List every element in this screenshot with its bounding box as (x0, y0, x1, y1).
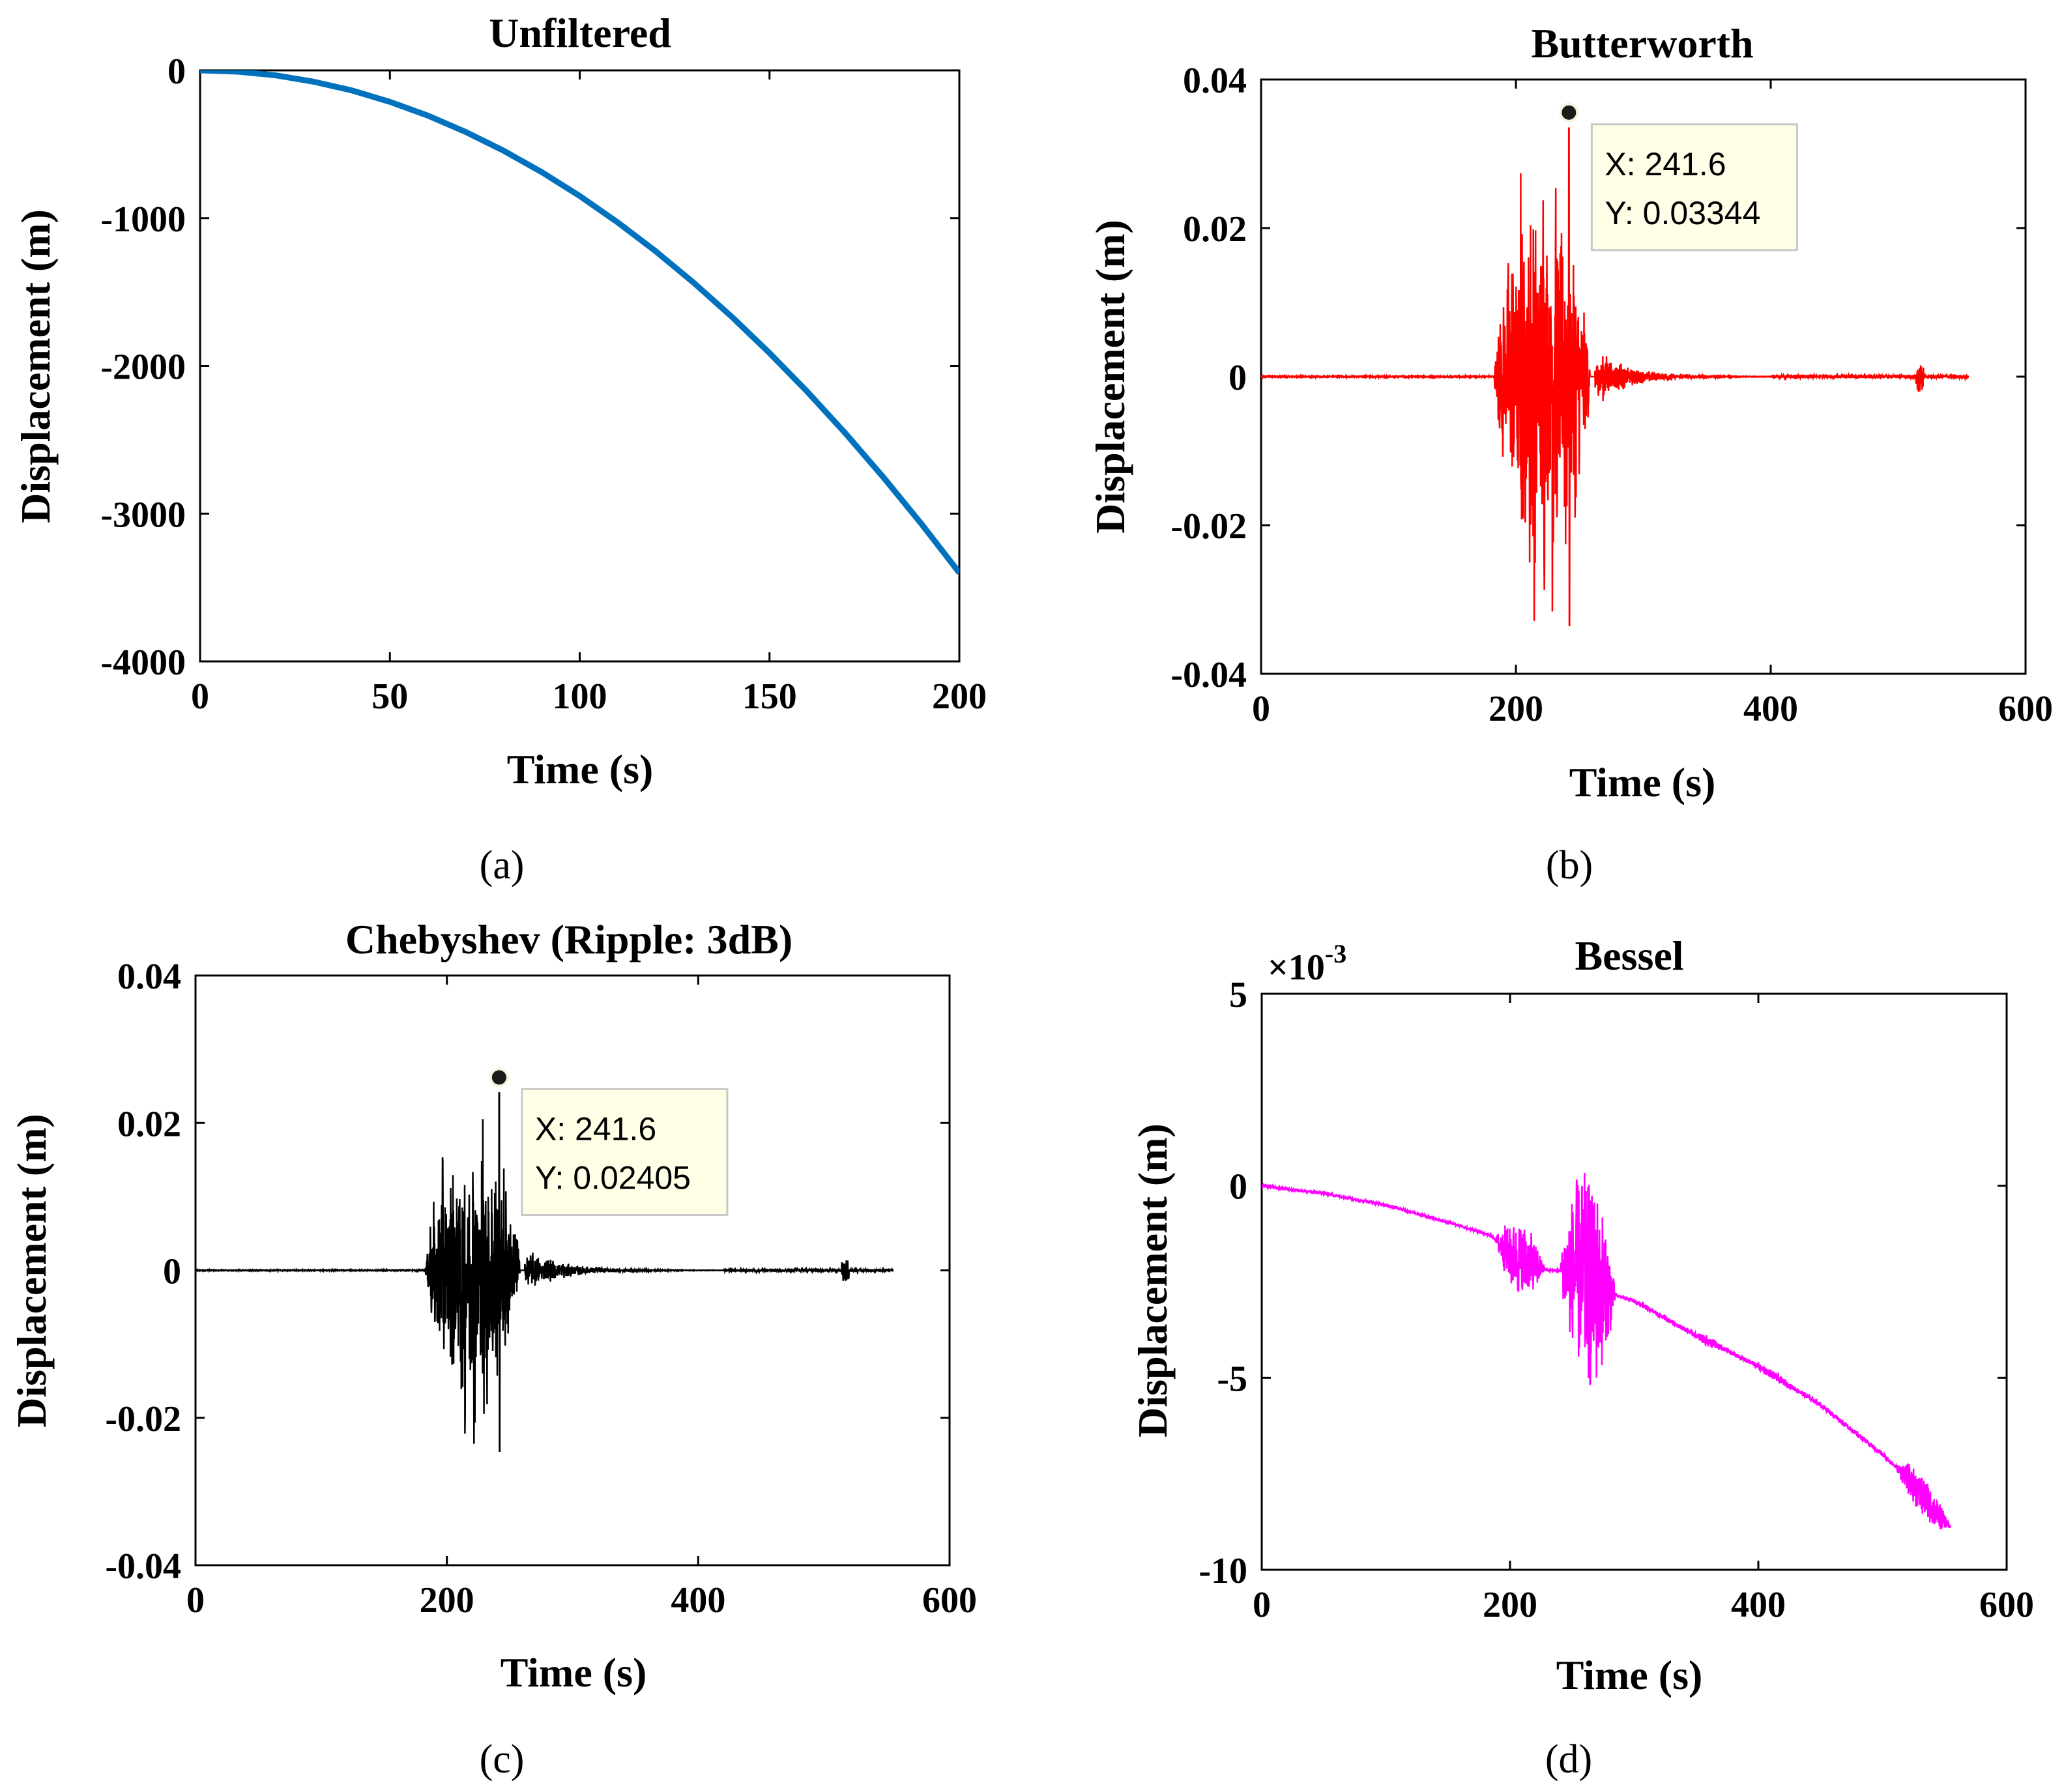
plot-area (199, 69, 961, 663)
y-tick-label: 0 (167, 51, 186, 92)
chart-title: Unfiltered (489, 10, 671, 56)
x-tick-label: 400 (1731, 1585, 1786, 1625)
y-tick-label: -3000 (100, 495, 186, 535)
x-tick-label: 600 (1998, 689, 2053, 729)
y-axis: 0.04 0.02 0 -0.02 -0.04 (105, 957, 950, 1587)
y-tick-label: 0.04 (117, 957, 181, 997)
plot-lines (1261, 127, 1970, 627)
y-axis: 5 0 -5 -10 (1199, 975, 2007, 1591)
y-tick-label: 0.02 (1183, 209, 1247, 250)
series-line-chebyshev (196, 1092, 894, 1452)
y-axis-label: Displacement (m) (1129, 1123, 1176, 1438)
data-tip-y: Y: 0.02405 (535, 1159, 691, 1196)
data-tip-x: X: 241.6 (535, 1110, 656, 1147)
y-tick-label: 0 (1228, 358, 1247, 398)
panel-label: (c) (480, 1737, 525, 1782)
x-axis-label: Time (s) (1569, 759, 1716, 805)
y-tick-label: -5 (1217, 1359, 1247, 1399)
y-tick-label: 0 (163, 1252, 181, 1292)
panel-a-unfiltered: Unfiltered 0 50 100 150 200 0 -1000 -2000 -3000… (12, 10, 987, 888)
series-line-bessel (1262, 1172, 1952, 1530)
data-tip-x: X: 241.6 (1605, 146, 1726, 182)
data-tip[interactable]: X: 241.6 Y: 0.02405 (489, 1067, 729, 1216)
x-tick-label: 200 (420, 1580, 474, 1621)
y-axis: 0.04 0.02 0 -0.02 -0.04 (1170, 61, 2026, 695)
y-tick-label: -4000 (100, 643, 186, 683)
y-tick-label: 0.02 (117, 1104, 181, 1144)
data-tip-marker[interactable] (1559, 102, 1579, 123)
y-tick-label: -0.02 (1170, 506, 1247, 547)
plot-lines (196, 1092, 894, 1452)
x-tick-label: 0 (1253, 1585, 1271, 1625)
x-tick-label: 400 (671, 1580, 725, 1621)
x-tick-label: 600 (1979, 1585, 2034, 1625)
x-tick-label: 600 (922, 1580, 977, 1621)
panel-label: (b) (1546, 843, 1593, 888)
y-axis: 0 -1000 -2000 -3000 -4000 (100, 51, 959, 683)
panel-d-bessel: Bessel 0 200 400 600 5 0 -5 -10 ×10-3 Time (s)… (1129, 932, 2034, 1782)
x-axis-label: Time (s) (1556, 1652, 1703, 1698)
x-tick-label: 0 (186, 1580, 205, 1621)
x-tick-label: 150 (742, 676, 797, 717)
exponent-base: ×10 (1268, 947, 1325, 988)
x-axis: 0 200 400 600 (1253, 994, 2034, 1625)
x-axis: 0 200 400 600 (1252, 79, 2053, 729)
plot-lines (1262, 1172, 1952, 1530)
y-tick-label: -2000 (100, 347, 186, 388)
panel-b-butterworth: Butterworth 0 200 400 600 0.04 0.02 0 -0.02 -0.… (1087, 20, 2053, 888)
x-tick-label: 0 (191, 676, 209, 717)
x-tick-label: 50 (371, 676, 408, 717)
y-tick-label: -1000 (100, 199, 186, 240)
panel-label: (d) (1545, 1737, 1592, 1782)
x-axis: 0 200 400 600 (186, 975, 977, 1621)
y-tick-label: -10 (1199, 1551, 1247, 1591)
data-tip-box (521, 1088, 729, 1216)
y-axis-label: Displacement (m) (1087, 220, 1133, 534)
plot-lines (200, 70, 959, 575)
y-tick-label: -0.02 (105, 1399, 181, 1439)
x-axis-label: Time (s) (507, 746, 654, 792)
x-tick-label: 0 (1252, 689, 1270, 729)
x-tick-label: 200 (1489, 689, 1543, 729)
x-tick-label: 200 (1483, 1585, 1537, 1625)
chart-title: Butterworth (1531, 20, 1753, 66)
chart-title: Chebyshev (Ripple: 3dB) (345, 916, 792, 962)
y-axis-label: Displacement (m) (8, 1114, 55, 1428)
panel-c-chebyshev: Chebyshev (Ripple: 3dB) 0 200 400 600 0.040… (8, 916, 977, 1782)
data-tip-marker[interactable] (489, 1067, 509, 1088)
y-tick-label: 0 (1229, 1167, 1247, 1207)
series-line-butterworth (1261, 127, 1970, 627)
y-tick-label: -0.04 (105, 1546, 181, 1587)
data-tip[interactable]: X: 241.6 Y: 0.03344 (1559, 102, 1798, 252)
y-tick-label: -0.04 (1170, 655, 1247, 695)
data-tip-y: Y: 0.03344 (1605, 195, 1760, 231)
y-axis-label: Displacement (m) (12, 209, 59, 523)
chart-title: Bessel (1575, 932, 1683, 979)
x-tick-label: 200 (932, 676, 987, 717)
series-line-unfiltered (200, 70, 959, 575)
data-tip-box (1590, 123, 1798, 252)
x-tick-label: 100 (553, 676, 607, 717)
panel-label: (a) (480, 843, 525, 888)
x-tick-label: 400 (1743, 689, 1798, 729)
y-axis-exponent: ×10-3 (1268, 939, 1346, 988)
x-axis-label: Time (s) (501, 1649, 647, 1696)
x-axis: 0 50 100 150 200 (191, 70, 987, 717)
y-tick-label: 0.04 (1183, 61, 1247, 101)
plot-area (1260, 992, 2008, 1571)
y-tick-label: 5 (1229, 975, 1247, 1015)
exponent-power: -3 (1325, 939, 1346, 968)
